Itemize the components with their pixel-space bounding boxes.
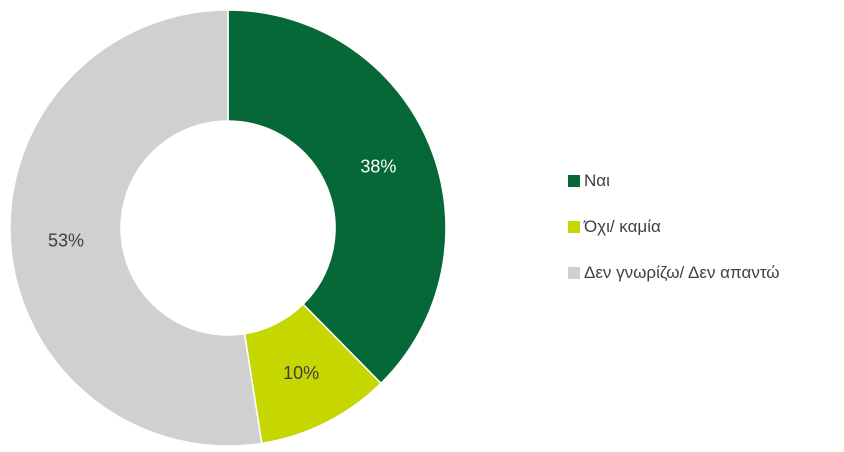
legend-swatch-no [568,221,580,233]
slice-label-no: 10% [283,363,319,383]
legend-item-dont-know: Δεν γνωρίζω/ Δεν απαντώ [568,262,780,284]
legend-item-yes: Ναι [568,170,780,192]
legend-label-yes: Ναι [584,171,610,190]
legend-swatch-dont-know [568,267,580,279]
legend-swatch-yes [568,175,580,187]
legend: Ναι Όχι/ καμία Δεν γνωρίζω/ Δεν απαντώ [568,170,780,308]
slice-yes [227,9,447,385]
labels-group: 38% 10% 53% [48,156,396,383]
slices-group [9,9,447,447]
slice-dont-know [9,9,263,447]
slice-label-dont-know: 53% [48,231,84,251]
legend-label-dont-know: Δεν γνωρίζω/ Δεν απαντώ [584,263,780,282]
slice-label-yes: 38% [360,156,396,176]
legend-item-no: Όχι/ καμία [568,216,780,238]
legend-label-no: Όχι/ καμία [584,217,661,236]
